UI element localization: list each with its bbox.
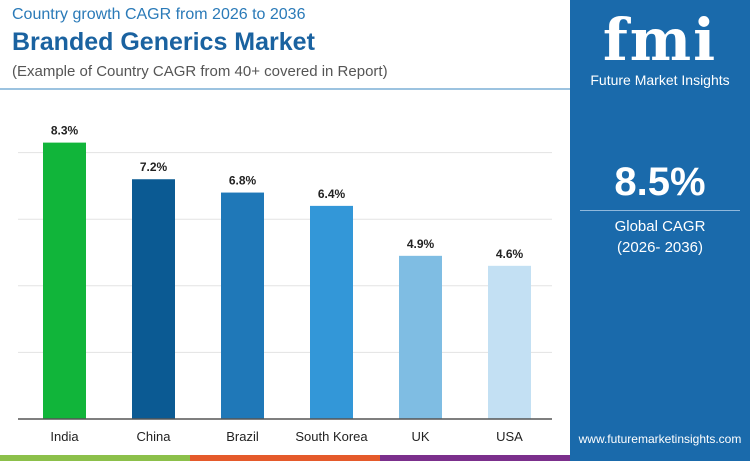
x-tick-label: USA (496, 429, 523, 444)
divider (0, 88, 570, 90)
bar-south-korea (310, 205, 353, 419)
stripe-green (0, 455, 190, 461)
bar-brazil (221, 192, 264, 419)
x-tick-label: UK (411, 429, 429, 444)
chart-subtitle: Country growth CAGR from 2026 to 2036 (12, 6, 306, 23)
bar-chart: 8.3% India 7.2% China 6.8% Brazil 6.4% South Ko… (18, 124, 552, 444)
fmi-logo: fmi (602, 6, 718, 74)
global-cagr-value: 8.5% (614, 160, 706, 204)
data-label: 6.4% (318, 187, 346, 201)
divider (580, 210, 740, 211)
chart-title: Branded Generics Market (12, 28, 315, 56)
bar-usa (488, 265, 531, 419)
label-line2: (2026- 2036) (617, 239, 703, 256)
bar-uk (399, 255, 442, 419)
data-label: 8.3% (51, 124, 79, 138)
side-panel: fmi Future Market Insights 8.5% Global C… (570, 0, 750, 461)
stripe-orange (190, 455, 380, 461)
data-label: 4.6% (496, 247, 524, 261)
data-label: 7.2% (140, 160, 168, 174)
x-tick-label: South Korea (295, 429, 368, 444)
x-tick-label: Brazil (226, 429, 259, 444)
chart-note: (Example of Country CAGR from 40+ covere… (12, 63, 388, 80)
bar-india (43, 142, 86, 420)
stripe-purple (380, 455, 570, 461)
bar-china (132, 179, 175, 419)
logo-subtitle: Future Market Insights (590, 72, 730, 88)
global-cagr-label: Global CAGR (2026- 2036) (570, 216, 750, 258)
x-tick-label: China (137, 429, 172, 444)
data-label: 6.8% (229, 174, 257, 188)
x-tick-label: India (50, 429, 79, 444)
data-label: 4.9% (407, 237, 435, 251)
website-url: www.futuremarketinsights.com (578, 432, 742, 446)
label-line1: Global CAGR (614, 218, 706, 235)
